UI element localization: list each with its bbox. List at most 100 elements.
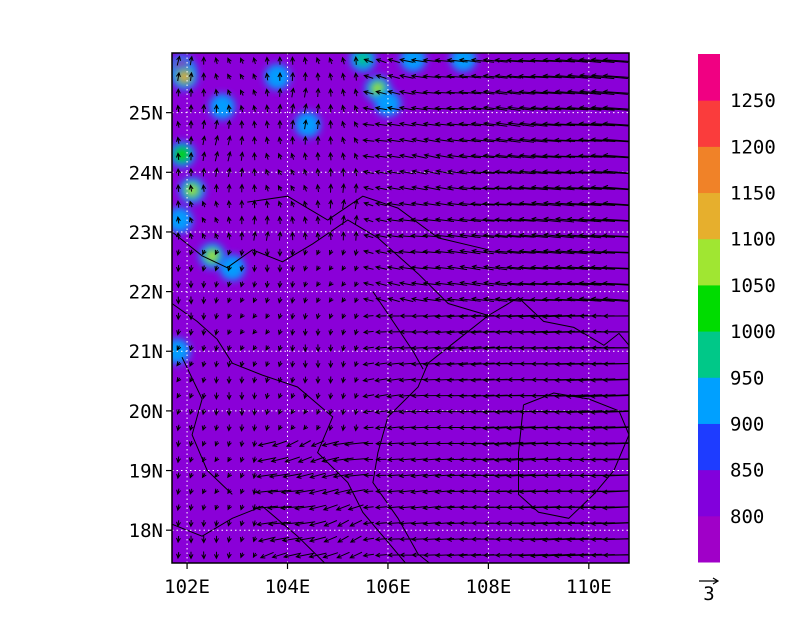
wind-vector bbox=[374, 249, 388, 255]
wind-vector bbox=[458, 89, 482, 95]
wind-vector bbox=[602, 361, 629, 367]
wind-vector bbox=[226, 552, 232, 560]
wind-vector bbox=[458, 377, 482, 383]
wind-vector bbox=[252, 488, 258, 496]
colorbar-box bbox=[698, 331, 720, 378]
wind-vector bbox=[175, 265, 181, 273]
wind-vector bbox=[267, 489, 292, 495]
wind-vector bbox=[341, 313, 347, 320]
wind-vector bbox=[518, 329, 549, 335]
wind-vector bbox=[315, 392, 321, 400]
wind-vector bbox=[316, 425, 321, 431]
wind-vector bbox=[386, 393, 402, 399]
x-tick-label: 110E bbox=[566, 576, 612, 598]
wind-vector bbox=[566, 425, 602, 431]
wind-vector bbox=[252, 440, 258, 448]
wind-vector bbox=[328, 313, 334, 320]
wind-vector bbox=[201, 135, 207, 146]
wind-vector bbox=[303, 265, 308, 272]
wind-vector bbox=[328, 297, 334, 303]
wind-vector bbox=[483, 264, 508, 271]
wind-vector bbox=[296, 472, 314, 479]
wind-vector bbox=[602, 409, 629, 415]
wind-vector bbox=[578, 280, 615, 286]
wind-vector bbox=[363, 472, 374, 478]
wind-vector bbox=[329, 249, 334, 256]
wind-vector bbox=[374, 185, 388, 191]
wind-vector bbox=[227, 345, 232, 352]
wind-vector bbox=[176, 409, 182, 416]
wind-vector bbox=[354, 393, 359, 400]
wind-vector bbox=[328, 135, 334, 145]
wind-vector bbox=[201, 361, 207, 368]
wind-vector bbox=[239, 119, 245, 129]
wind-vector bbox=[302, 56, 308, 65]
plot-frame bbox=[171, 52, 630, 564]
wind-vector bbox=[374, 233, 388, 239]
wind-vector bbox=[578, 185, 616, 191]
wind-vector bbox=[302, 231, 308, 240]
wind-vector bbox=[343, 457, 368, 463]
wind-vector bbox=[341, 424, 346, 432]
wind-vector bbox=[601, 249, 629, 255]
wind-vector bbox=[542, 89, 575, 95]
wind-vector bbox=[398, 265, 415, 271]
wind-vector bbox=[277, 361, 283, 368]
wind-vector bbox=[255, 489, 279, 495]
wind-vector bbox=[341, 360, 346, 368]
wind-vector bbox=[458, 313, 482, 319]
wind-vector bbox=[302, 152, 308, 161]
wind-vector bbox=[399, 73, 414, 79]
wind-vector bbox=[362, 345, 374, 351]
wind-vector bbox=[578, 169, 616, 175]
wind-vector bbox=[566, 185, 602, 191]
wind-vector bbox=[315, 360, 321, 369]
wind-vector bbox=[302, 360, 308, 369]
wind-vector bbox=[277, 136, 283, 145]
wind-vector bbox=[495, 105, 521, 111]
wind-vector bbox=[201, 88, 207, 97]
wind-vector bbox=[471, 264, 494, 271]
wind-vector bbox=[201, 408, 207, 416]
wind-vector bbox=[277, 377, 283, 384]
wind-vector bbox=[446, 169, 468, 175]
wind-vector bbox=[175, 231, 181, 240]
wind-vector bbox=[458, 361, 482, 367]
wind-vector bbox=[201, 216, 207, 224]
wind-vector bbox=[226, 408, 232, 417]
wind-vector bbox=[386, 265, 401, 271]
wind-vector bbox=[308, 536, 327, 543]
wind-vector bbox=[188, 184, 194, 192]
x-tick-label: 106E bbox=[365, 576, 411, 598]
wind-vector bbox=[341, 392, 346, 400]
wind-vector bbox=[189, 456, 194, 463]
wind-vector bbox=[277, 215, 283, 225]
wind-vector bbox=[227, 440, 232, 448]
wind-vector bbox=[264, 281, 270, 289]
wind-vector bbox=[434, 552, 455, 558]
wind-vector bbox=[277, 248, 283, 257]
wind-vector bbox=[341, 281, 347, 287]
contour-patch bbox=[215, 99, 230, 114]
wind-vector bbox=[303, 249, 308, 256]
wind-vector bbox=[340, 182, 346, 193]
wind-vector bbox=[362, 265, 374, 271]
wind-vector bbox=[176, 55, 181, 66]
y-tick-label: 19N bbox=[129, 461, 163, 483]
wind-vectors bbox=[175, 55, 629, 560]
wind-vector bbox=[363, 441, 374, 446]
wind-vector bbox=[470, 345, 495, 351]
wind-vector bbox=[334, 488, 352, 495]
wind-vector bbox=[315, 135, 321, 145]
wind-vector bbox=[554, 377, 589, 383]
wind-vector bbox=[266, 505, 292, 511]
wind-vector bbox=[507, 137, 535, 143]
wind-vector bbox=[530, 73, 562, 79]
wind-vector bbox=[398, 281, 414, 286]
wind-vector bbox=[257, 457, 277, 463]
wind-vector bbox=[470, 409, 495, 415]
wind-vector bbox=[446, 505, 468, 511]
wind-vector bbox=[578, 137, 616, 143]
wind-vector bbox=[239, 231, 245, 241]
wind-vector bbox=[227, 504, 232, 511]
